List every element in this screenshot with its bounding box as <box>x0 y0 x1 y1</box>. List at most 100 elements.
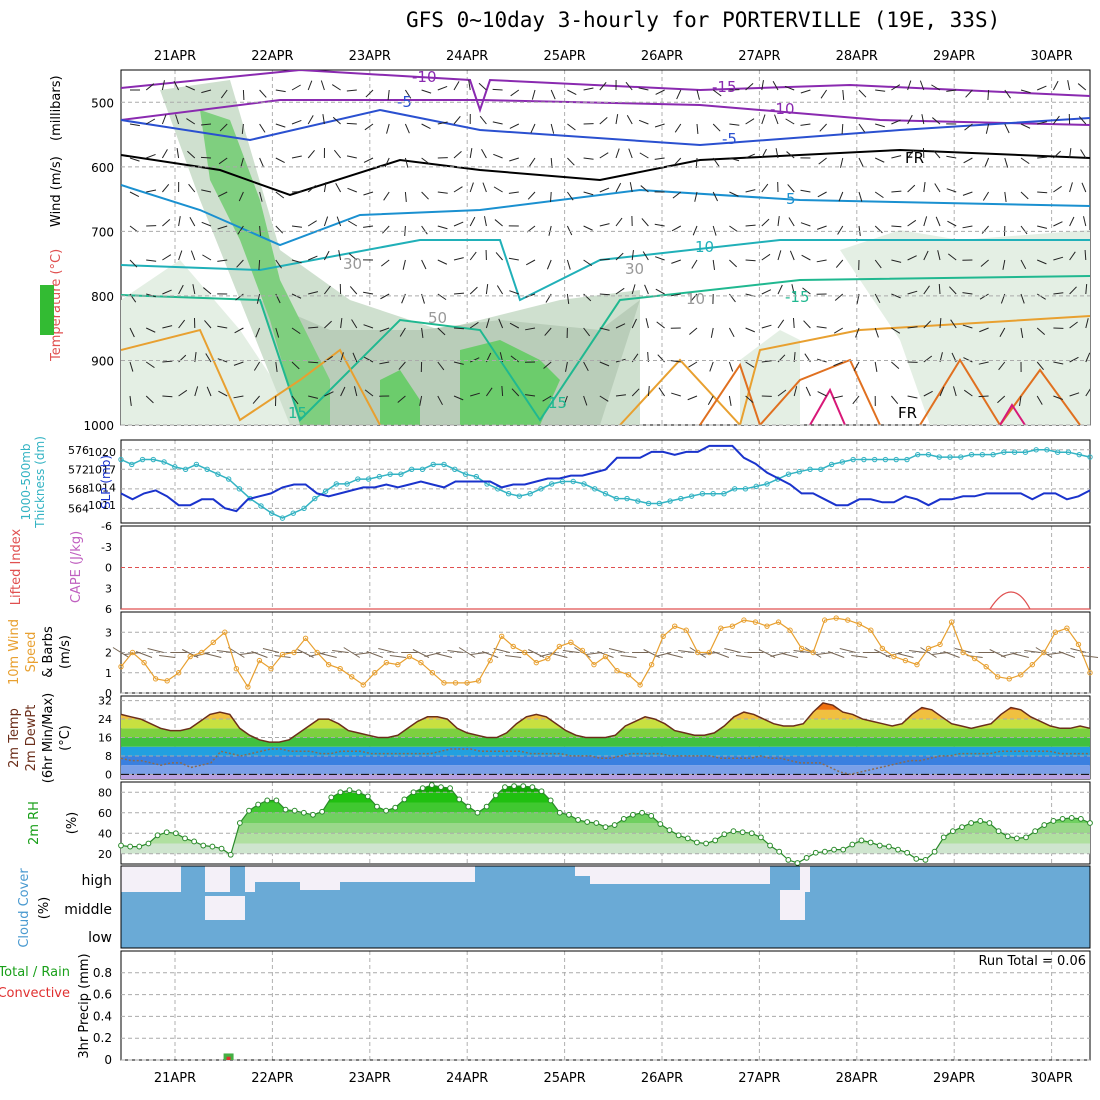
wind-speed-point <box>856 621 862 627</box>
isotherm-line <box>619 315 1090 425</box>
temperature-band <box>121 709 1090 720</box>
wind-barb <box>469 251 477 261</box>
rh-2m-point <box>273 797 280 804</box>
wind-barb <box>638 87 649 91</box>
wind-barb <box>615 148 620 159</box>
wind-barb <box>615 323 626 329</box>
wind-barb <box>233 361 244 366</box>
wind-barb <box>238 191 244 202</box>
wind-speed-point <box>556 643 563 650</box>
wind-barb <box>654 157 665 160</box>
wind-barb <box>658 387 666 397</box>
wind-speed-point <box>683 627 689 633</box>
contour-label: 15 <box>548 394 567 412</box>
wind-speed-point <box>810 649 816 656</box>
rh-2m-point <box>767 842 773 849</box>
surface-wind-barb <box>1058 651 1076 658</box>
wind-barb <box>841 123 844 135</box>
wind-barb <box>202 254 212 261</box>
wind-barb <box>469 182 474 193</box>
wind-barb <box>498 318 504 329</box>
thickness-point <box>602 491 609 497</box>
wind-barb <box>176 148 180 159</box>
surface-wind-barb <box>447 650 464 653</box>
rh-2m-point <box>182 835 188 842</box>
wind-barb <box>1036 293 1046 300</box>
wind-barb <box>495 252 503 261</box>
wind-barb <box>178 389 188 397</box>
thickness-point <box>301 505 307 512</box>
wind-barb <box>1037 191 1048 194</box>
rh-2m-point <box>684 835 691 842</box>
wind-barb <box>510 89 520 97</box>
wind-barb <box>363 324 374 329</box>
isotherm-line <box>121 239 1090 302</box>
isotherm-line <box>121 184 1090 247</box>
wind-barb <box>508 257 519 261</box>
wind-barb <box>187 150 196 159</box>
wind-barb <box>382 225 390 234</box>
thickness-point <box>699 491 706 497</box>
wind-barb <box>1037 259 1047 265</box>
wind-barb <box>712 191 719 202</box>
wind-barb <box>787 184 795 193</box>
pressure-tick-label: 500 <box>91 96 114 110</box>
wind-barb <box>946 89 957 92</box>
wind-barb <box>626 115 633 125</box>
wind-barb <box>655 256 665 261</box>
wind-barb <box>728 327 735 338</box>
wind-barb <box>308 395 319 399</box>
wind-barb <box>437 121 448 125</box>
rh-shade-area <box>460 340 560 425</box>
wind-barb <box>453 327 465 330</box>
wind-barb <box>275 225 284 234</box>
rh-2m-point <box>236 820 243 826</box>
wind-barb <box>525 394 536 397</box>
wind-barb <box>777 389 787 397</box>
wind-barb <box>129 259 138 268</box>
wind-barb <box>162 183 170 193</box>
wind-barb <box>800 89 811 94</box>
wind-barb <box>689 327 698 335</box>
rh-tick-label: 60 <box>98 807 112 820</box>
wind-speed-point <box>1018 672 1024 678</box>
rh-2m-point <box>666 827 673 834</box>
thickness-point <box>161 459 167 465</box>
wind-barb <box>692 225 698 236</box>
thickness-point <box>925 451 932 458</box>
wind-barb <box>1069 148 1072 159</box>
wind-barb <box>550 191 552 203</box>
wind-barb <box>891 395 899 405</box>
wind-barb <box>354 386 358 397</box>
wind-barb <box>527 191 536 200</box>
wind-barb <box>761 148 767 159</box>
wind-barb <box>404 191 407 203</box>
surface-wind-barb <box>585 652 603 655</box>
wind-barb <box>275 327 280 338</box>
wind-barb <box>291 225 302 228</box>
surface-wind-barb <box>239 652 256 655</box>
thickness-tick-label: 572 <box>68 463 89 476</box>
wind-barb <box>218 157 228 165</box>
isotherm-line <box>999 403 1026 425</box>
temp-tick-label: 24 <box>98 713 112 726</box>
surface-wind-barb <box>851 655 868 658</box>
wind-speed-point <box>672 623 678 629</box>
wind-barb <box>923 285 930 295</box>
wind-barb <box>291 327 301 335</box>
wind-barb <box>641 218 649 227</box>
wind-speed-point <box>960 649 966 656</box>
wind-barb <box>673 157 682 166</box>
wind-speed-point <box>337 666 343 672</box>
wind-barb <box>785 118 795 125</box>
surface-wind-barb <box>655 652 672 657</box>
wind-speed-point <box>902 657 909 664</box>
wind-barb <box>175 114 180 125</box>
surface-wind-barb <box>366 651 383 658</box>
rh-2m-point <box>154 832 161 839</box>
wind-barb <box>774 114 779 125</box>
wind-speed-point <box>891 653 897 660</box>
date-tick-label: 23APR <box>349 49 391 64</box>
cloud-level-label: middle <box>64 902 112 918</box>
